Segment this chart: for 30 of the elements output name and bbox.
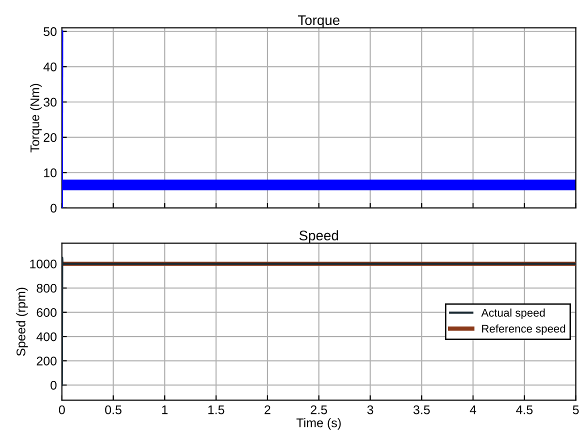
- y-tick-label: 800: [36, 284, 57, 293]
- chart-title: Torque: [298, 15, 340, 28]
- y-tick-label: 30: [44, 98, 57, 107]
- y-tick-label: 0: [50, 204, 57, 213]
- x-tick-label: 4: [470, 406, 476, 414]
- y-tick-label: 1000: [30, 260, 57, 268]
- x-tick-label: 1: [162, 406, 168, 414]
- x-tick-label: 3.5: [413, 405, 430, 414]
- x-tick-label: 1.5: [208, 406, 224, 414]
- x-tick-label: 2: [264, 405, 270, 414]
- y-axis-title: Speed (rpm): [16, 288, 28, 356]
- y-axis-title: Torque (Nm): [30, 84, 42, 152]
- y-tick-label: 40: [43, 62, 57, 72]
- x-tick-label: 5: [572, 406, 579, 414]
- x-tick-label: 3: [367, 405, 374, 414]
- legend-label: Actual speed: [481, 308, 545, 319]
- x-tick-label: 2.5: [310, 405, 328, 414]
- y-tick-label: 0: [50, 380, 57, 390]
- legend-label: Reference speed: [482, 324, 566, 335]
- x-tick-label: 0.5: [105, 405, 122, 414]
- y-tick-label: 400: [36, 332, 57, 342]
- y-tick-label: 50: [44, 27, 57, 36]
- x-axis-title: Time (s): [296, 418, 341, 430]
- x-tick-label: 0: [58, 405, 65, 414]
- x-tick-label: 4.5: [516, 406, 533, 414]
- y-tick-label: 600: [36, 308, 57, 317]
- y-tick-label: 20: [44, 133, 57, 142]
- y-tick-label: 10: [44, 168, 57, 178]
- chart-title: Speed: [299, 230, 338, 244]
- y-tick-label: 200: [36, 356, 57, 366]
